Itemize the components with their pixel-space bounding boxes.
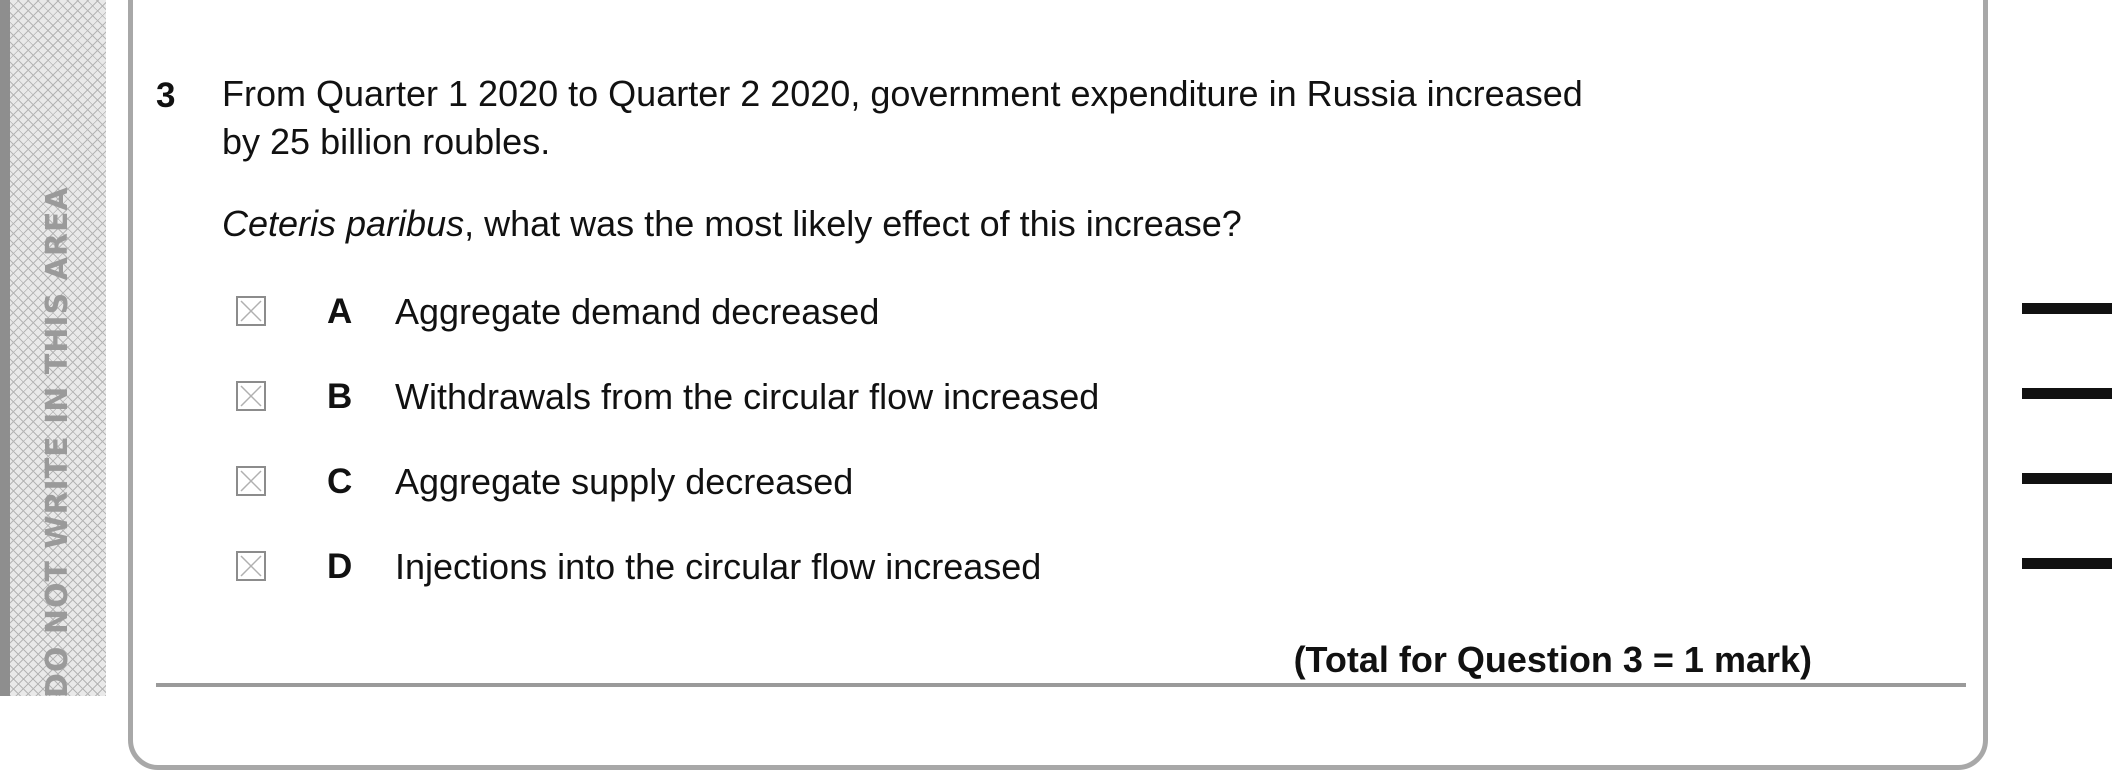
option-letter: B: [327, 377, 353, 416]
option-d: D Injections into the circular flow incr…: [0, 537, 1400, 597]
option-letter: C: [327, 462, 353, 501]
crossed-box-icon[interactable]: [236, 466, 266, 496]
question-prompt-rest: , what was the most likely effect of thi…: [464, 203, 1242, 244]
question-number: 3: [156, 76, 176, 115]
question-stem: From Quarter 1 2020 to Quarter 2 2020, g…: [222, 70, 1782, 166]
scan-mark: [2022, 558, 2112, 569]
margin-warning: DO NOT WRITE IN THIS AREA: [40, 178, 75, 696]
option-letter: A: [327, 292, 353, 331]
margin-edge: [0, 0, 10, 696]
option-text: Withdrawals from the circular flow incre…: [395, 376, 1100, 417]
scan-mark: [2022, 388, 2112, 399]
question-divider: [156, 683, 1966, 687]
option-text: Aggregate supply decreased: [395, 461, 854, 502]
crossed-box-icon[interactable]: [236, 551, 266, 581]
question-prompt-italic: Ceteris paribus: [222, 203, 465, 244]
scan-mark: [2022, 473, 2112, 484]
margin-warning-text: DO NOT WRITE IN THIS AREA: [40, 186, 75, 696]
option-c: C Aggregate supply decreased: [0, 452, 1400, 512]
question-prompt: Ceteris paribus, what was the most likel…: [222, 200, 1242, 248]
crossed-box-icon[interactable]: [236, 296, 266, 326]
option-a: A Aggregate demand decreased: [0, 282, 1400, 342]
option-b: B Withdrawals from the circular flow inc…: [0, 367, 1400, 427]
option-letter: D: [327, 547, 353, 586]
crossed-box-icon[interactable]: [236, 381, 266, 411]
option-text: Injections into the circular flow increa…: [395, 546, 1042, 587]
question-stem-line-2: by 25 billion roubles.: [222, 121, 551, 162]
question-stem-line-1: From Quarter 1 2020 to Quarter 2 2020, g…: [222, 73, 1583, 114]
no-write-margin: DO NOT WRITE IN THIS AREA: [0, 0, 106, 696]
scan-mark: [2022, 303, 2112, 314]
option-text: Aggregate demand decreased: [395, 291, 880, 332]
question-total-marks: (Total for Question 3 = 1 mark): [1293, 639, 1812, 680]
